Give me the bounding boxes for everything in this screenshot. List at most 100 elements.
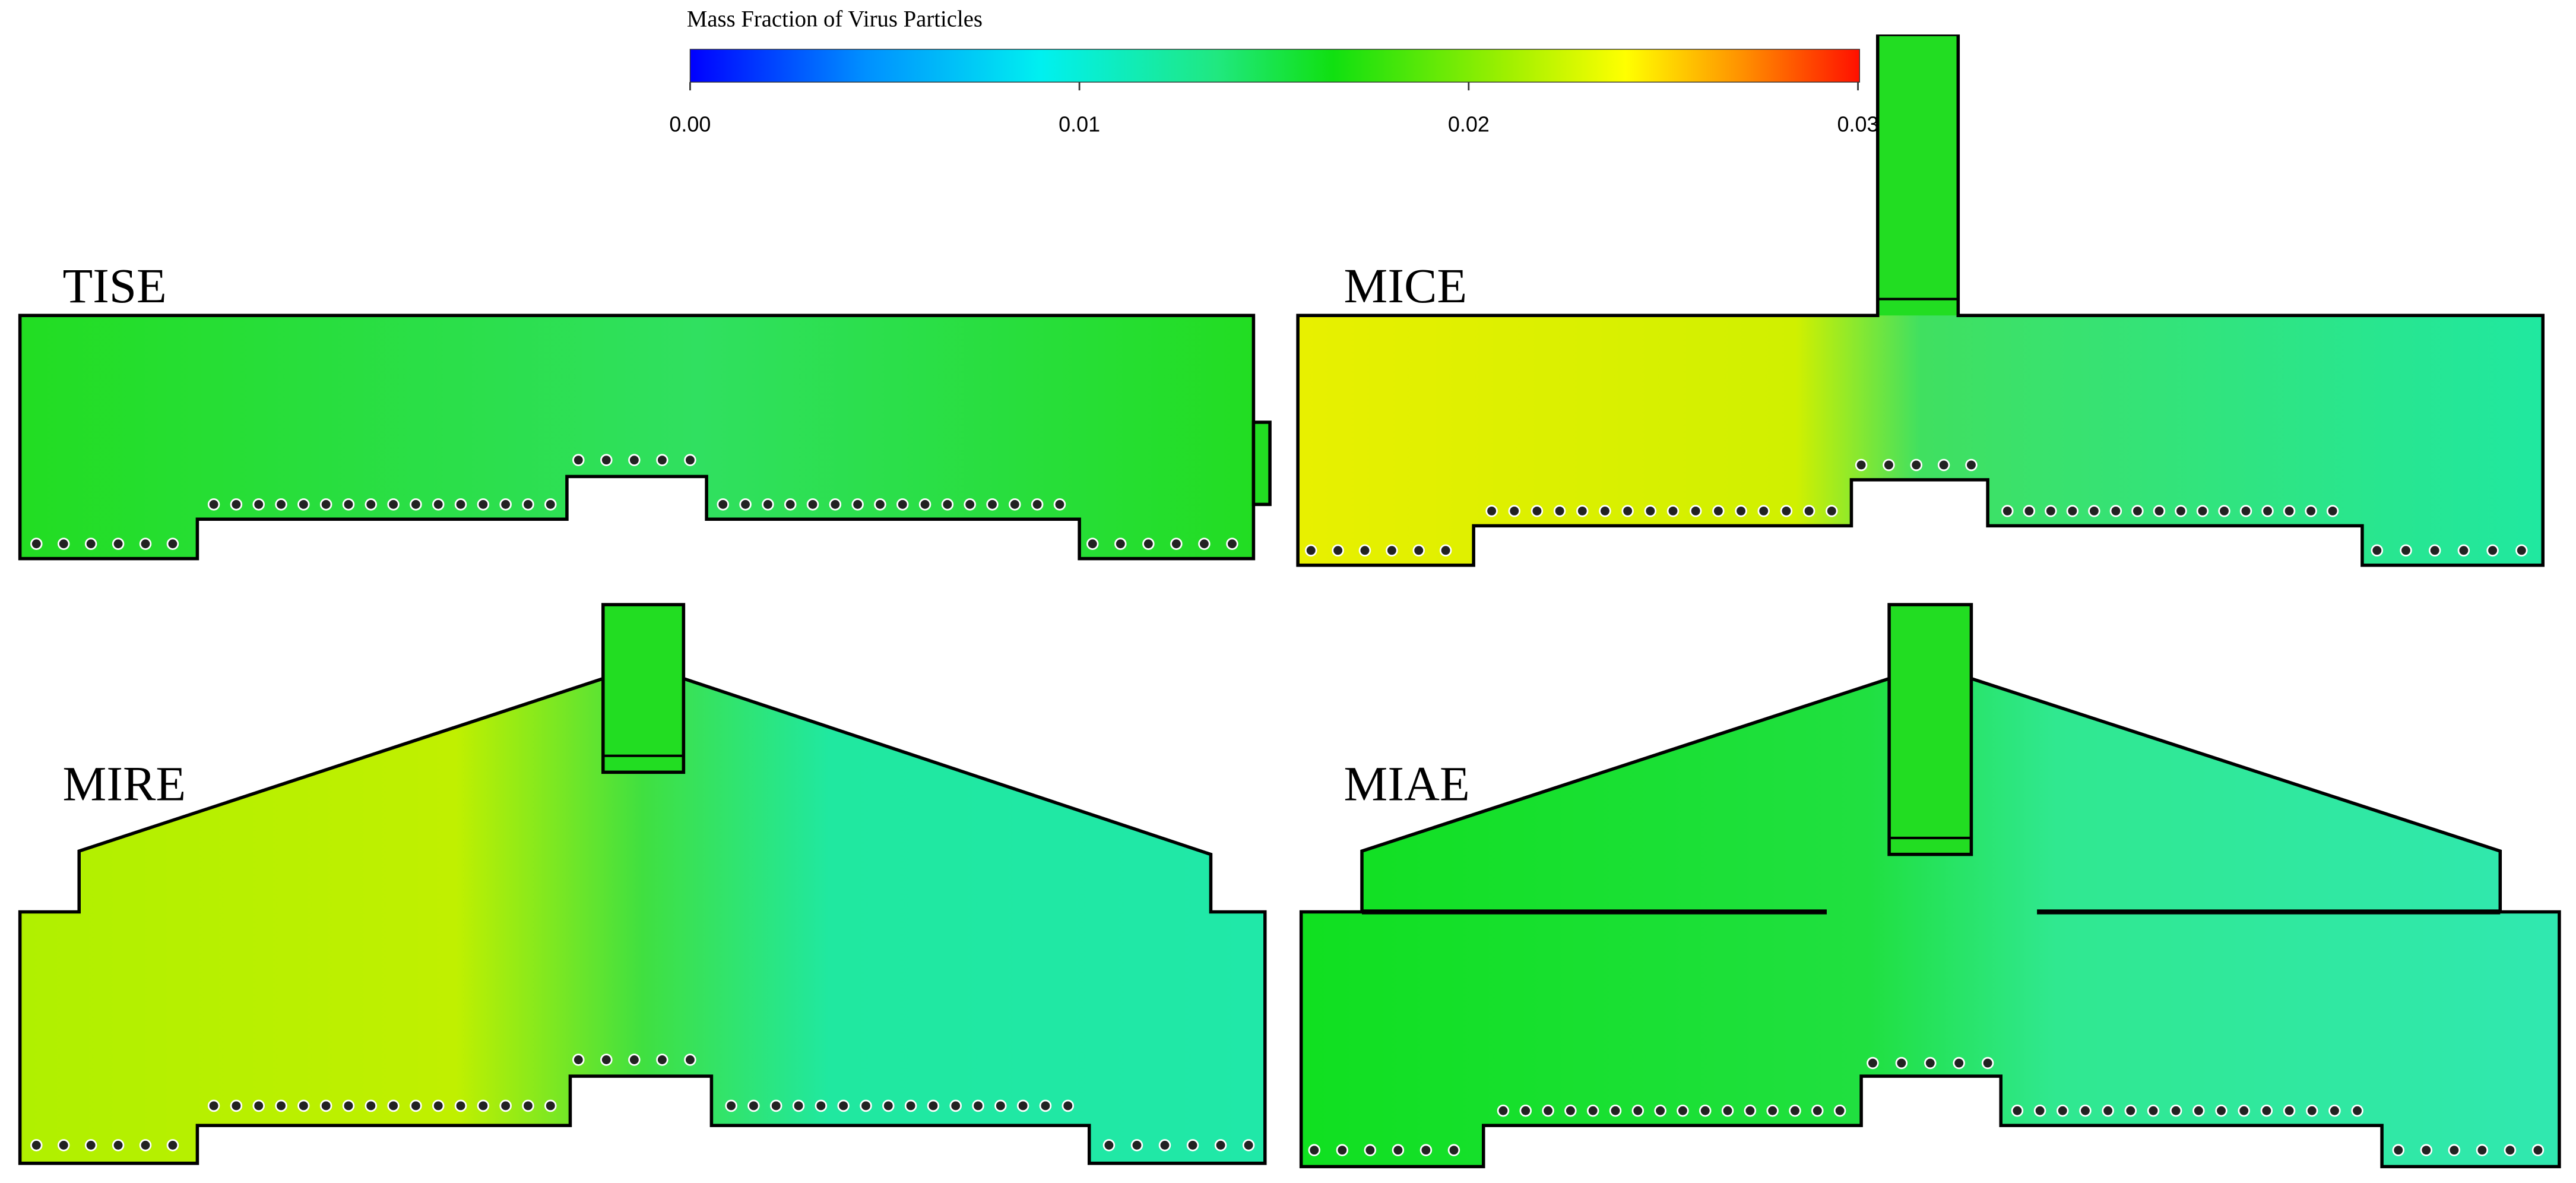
- occupant: [2011, 1105, 2024, 1117]
- chimney: [601, 603, 686, 774]
- occupant: [454, 498, 467, 511]
- occupant: [432, 1099, 445, 1112]
- occupant: [1053, 498, 1066, 511]
- occupant: [2079, 1105, 2092, 1117]
- occupant: [2371, 544, 2384, 557]
- occupant: [2261, 505, 2274, 517]
- occupant: [896, 498, 909, 511]
- occupant: [769, 1099, 782, 1112]
- occupant: [2218, 505, 2230, 517]
- occupant: [725, 1099, 737, 1112]
- panel-label: TISE: [63, 258, 167, 313]
- occupant: [1826, 505, 1838, 517]
- panel-label: MIRE: [63, 756, 186, 811]
- occupant: [1186, 1139, 1199, 1152]
- occupant: [1447, 1144, 1460, 1156]
- occupant: [1386, 544, 1398, 557]
- occupant: [1712, 505, 1725, 517]
- occupant: [2283, 505, 2296, 517]
- occupant: [1364, 1144, 1377, 1156]
- occupant: [2066, 505, 2079, 517]
- occupant: [1735, 505, 1747, 517]
- occupant: [1336, 1144, 1349, 1156]
- occupant: [1304, 544, 1317, 557]
- occupant: [84, 1139, 97, 1152]
- occupant: [207, 498, 220, 511]
- occupant: [1130, 1139, 1143, 1152]
- occupant: [806, 498, 819, 511]
- occupant: [112, 537, 125, 551]
- occupant: [918, 498, 931, 511]
- occupant: [1937, 458, 1950, 472]
- occupant: [628, 1054, 641, 1066]
- occupant: [684, 1054, 696, 1066]
- occupant: [30, 1139, 43, 1152]
- occupant: [1508, 505, 1520, 517]
- occupant: [1031, 498, 1044, 511]
- occupant: [784, 498, 797, 511]
- occupant: [860, 1099, 872, 1112]
- occupant: [1699, 1105, 1712, 1117]
- occupant: [1883, 458, 1895, 472]
- occupant: [2326, 505, 2339, 517]
- occupant: [410, 1099, 422, 1112]
- occupant: [230, 498, 243, 511]
- occupant: [57, 1139, 70, 1152]
- occupant: [927, 1099, 940, 1112]
- occupant: [1766, 1105, 1779, 1117]
- occupant: [1531, 505, 1544, 517]
- occupant: [342, 498, 355, 511]
- room-tise: [18, 314, 1256, 561]
- occupant: [57, 537, 70, 551]
- occupant: [1910, 458, 1922, 472]
- occupant: [2448, 1144, 2461, 1156]
- occupant: [717, 498, 730, 511]
- occupant: [792, 1099, 805, 1112]
- occupant: [2428, 544, 2441, 557]
- occupant: [2124, 1105, 2137, 1117]
- occupant: [1242, 1139, 1255, 1152]
- occupant: [2486, 544, 2499, 557]
- occupant: [1412, 544, 1425, 557]
- occupant: [2476, 1144, 2489, 1156]
- occupant: [1158, 1139, 1171, 1152]
- colorbar-tick-label: 0.00: [669, 112, 711, 136]
- occupant: [1666, 505, 1680, 517]
- occupant: [1485, 505, 1498, 517]
- occupant: [2131, 505, 2144, 517]
- occupant: [1576, 505, 1589, 517]
- occupant: [139, 537, 152, 551]
- panel-label: MIAE: [1344, 756, 1470, 811]
- occupant: [1170, 537, 1183, 551]
- occupant: [1497, 1105, 1510, 1117]
- occupant: [747, 1099, 760, 1112]
- occupant: [2504, 1144, 2517, 1156]
- occupant: [2045, 505, 2057, 517]
- occupant: [600, 454, 613, 466]
- occupant: [297, 1099, 310, 1112]
- occupant: [2175, 505, 2187, 517]
- occupant: [342, 1099, 355, 1112]
- occupant: [829, 498, 842, 511]
- occupant: [2328, 1105, 2341, 1117]
- occupant: [1102, 1139, 1116, 1152]
- occupant: [1689, 505, 1702, 517]
- occupant: [1780, 505, 1793, 517]
- occupant: [572, 1054, 585, 1066]
- occupant: [2260, 1105, 2273, 1117]
- occupant: [207, 1099, 220, 1112]
- occupant: [2192, 1105, 2205, 1117]
- occupant: [1586, 1105, 1599, 1117]
- occupant: [1564, 1105, 1577, 1117]
- colorbar-title: Mass Fraction of Virus Particles: [687, 6, 983, 31]
- occupant: [2153, 505, 2166, 517]
- occupant: [30, 537, 43, 551]
- occupant: [1358, 544, 1371, 557]
- colorbar-tick-label: 0.02: [1448, 112, 1490, 136]
- occupant: [112, 1139, 125, 1152]
- occupant: [1855, 458, 1868, 472]
- occupant: [1392, 1144, 1405, 1156]
- occupant: [2196, 505, 2209, 517]
- occupant: [252, 1099, 265, 1112]
- occupant: [499, 498, 512, 511]
